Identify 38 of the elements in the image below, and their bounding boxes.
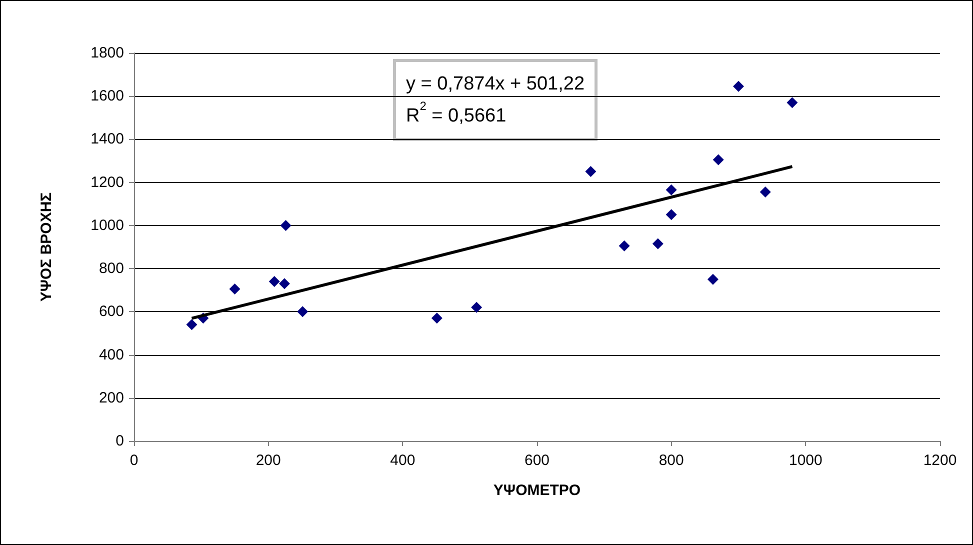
y-tick-label: 1800: [90, 44, 124, 62]
y-tick-label: 0: [116, 432, 124, 450]
point: [666, 184, 677, 196]
point: [186, 319, 198, 330]
point: [278, 278, 290, 290]
point: [471, 302, 482, 313]
point: [229, 284, 240, 295]
x-tick-label: 1000: [788, 452, 822, 469]
point: [618, 240, 630, 252]
point: [268, 276, 280, 287]
x-tick-label: 0: [130, 452, 138, 469]
x-tick-label: 1200: [923, 452, 957, 469]
x-tick-label: 800: [658, 452, 684, 469]
x-tick-label: 600: [524, 452, 550, 469]
point: [297, 306, 308, 318]
point: [760, 186, 771, 198]
point: [666, 209, 677, 220]
y-tick-label: 600: [98, 303, 124, 320]
y-tick-label: 200: [98, 389, 124, 406]
point: [280, 220, 292, 231]
y-tick-label: 1600: [90, 88, 124, 105]
y-tick-label: 400: [98, 346, 124, 364]
x-axis-title: ΥΨΟΜΕΤΡΟ: [493, 482, 581, 499]
y-tick-label: 1200: [90, 174, 124, 191]
point: [585, 166, 596, 178]
point: [652, 238, 664, 250]
y-tick-label: 1000: [90, 216, 124, 234]
point: [786, 97, 798, 108]
point: [431, 312, 442, 324]
y-tick-label: 800: [98, 260, 124, 278]
point: [733, 80, 744, 92]
y-tick-label: 1400: [90, 130, 124, 148]
x-tick-label: 400: [390, 452, 416, 469]
annotation: y = 0,7874x + 501,22: [406, 74, 585, 94]
y-axis-title: ΥΨΟΣ ΒΡΟΧΗΣ: [38, 192, 55, 302]
point: [712, 154, 724, 166]
point: [707, 274, 718, 285]
x-tick-label: 200: [256, 452, 281, 469]
